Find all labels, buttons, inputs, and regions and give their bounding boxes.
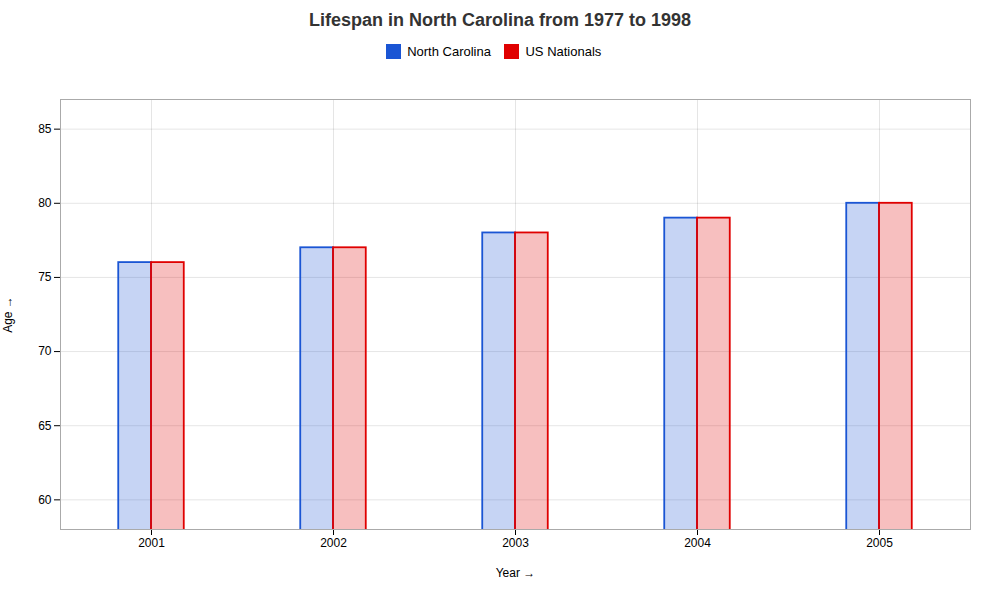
svg-text:2005: 2005 — [866, 536, 893, 550]
html-text:Lifespan in North Carolina fro: Lifespan in North Carolina from 1977 to … — [308, 10, 691, 30]
svg-text:2004: 2004 — [684, 536, 711, 550]
svg-text:Year →: Year → — [496, 565, 536, 579]
svg-text:70: 70 — [38, 344, 52, 358]
svg-text:2003: 2003 — [502, 536, 529, 550]
svg-text:2001: 2001 — [138, 536, 165, 550]
svg-text:80: 80 — [38, 196, 52, 210]
svg-text:2002: 2002 — [320, 536, 347, 550]
svg-text:85: 85 — [38, 121, 52, 135]
svg-text:Age →: Age → — [1, 296, 15, 333]
svg-text:60: 60 — [38, 492, 52, 506]
svg-text:75: 75 — [38, 270, 52, 284]
svg-text:65: 65 — [38, 418, 52, 432]
html-text:North Carolina: North Carolina — [407, 44, 491, 59]
html-text:US Nationals: US Nationals — [525, 44, 602, 59]
